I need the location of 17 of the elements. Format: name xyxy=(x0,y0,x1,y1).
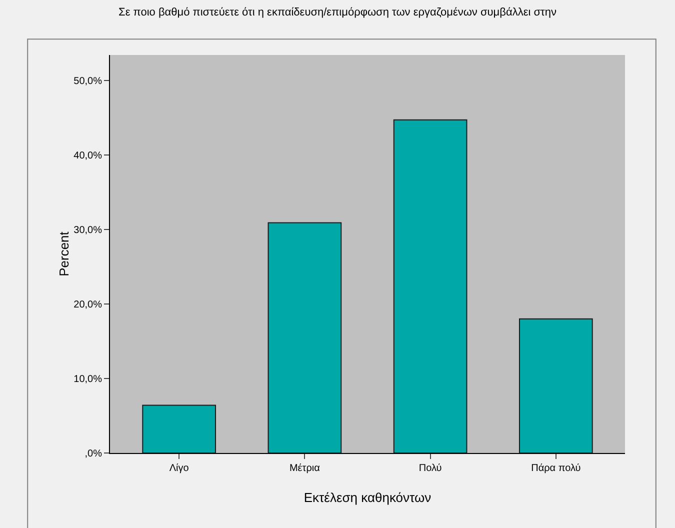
y-tick-label: 50,0% xyxy=(74,76,102,87)
x-tick-label: Μέτρια xyxy=(289,463,320,474)
x-axis-title: Εκτέλεση καθηκόντων xyxy=(304,490,432,505)
y-tick-label: 40,0% xyxy=(74,150,102,162)
chart-title: Σε ποιο βαθμό πιστεύετε ότι η εκπαίδευση/επιμόρφωση των εργαζομένων συμβάλλει στην xyxy=(118,6,557,19)
x-tick-label: Πολύ xyxy=(418,463,442,474)
x-tick-label: Πάρα πολύ xyxy=(531,463,581,474)
bar xyxy=(268,222,342,453)
y-tick-label: 10,0% xyxy=(74,374,102,385)
y-tick-label: 20,0% xyxy=(74,299,102,310)
y-tick-label: 30,0% xyxy=(74,224,102,236)
bar xyxy=(393,119,468,453)
y-tick-label: ,0% xyxy=(84,448,102,460)
x-tick-label: Λίγο xyxy=(169,463,190,474)
y-axis-title: Percent xyxy=(56,231,72,276)
bar xyxy=(142,404,216,453)
bar xyxy=(518,318,593,453)
